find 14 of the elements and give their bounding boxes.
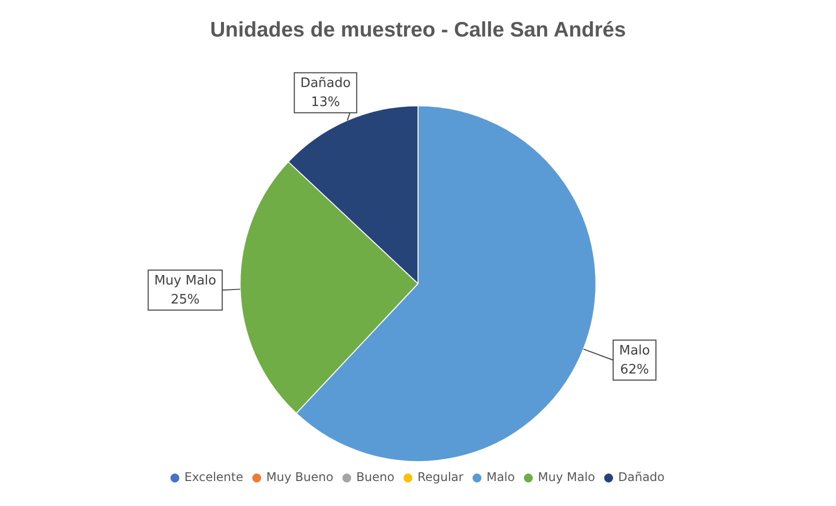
legend-label: Malo: [486, 470, 515, 484]
chart-title: Unidades de muestreo - Calle San Andrés: [210, 18, 626, 42]
legend-label: Bueno: [356, 470, 394, 484]
data-label: 25%: [170, 292, 200, 308]
legend-label: Excelente: [184, 470, 244, 484]
legend-label: Muy Malo: [538, 470, 596, 484]
legend-label: Muy Bueno: [266, 470, 334, 484]
slice-label: Malo: [619, 344, 650, 359]
legend-label: Dañado: [618, 470, 665, 484]
slice-label: Dañado: [300, 76, 351, 92]
data-label: 62%: [620, 362, 649, 378]
legend-label: Regular: [417, 470, 464, 484]
data-label: 13%: [311, 95, 340, 110]
slice-label: Muy Malo: [154, 274, 216, 289]
